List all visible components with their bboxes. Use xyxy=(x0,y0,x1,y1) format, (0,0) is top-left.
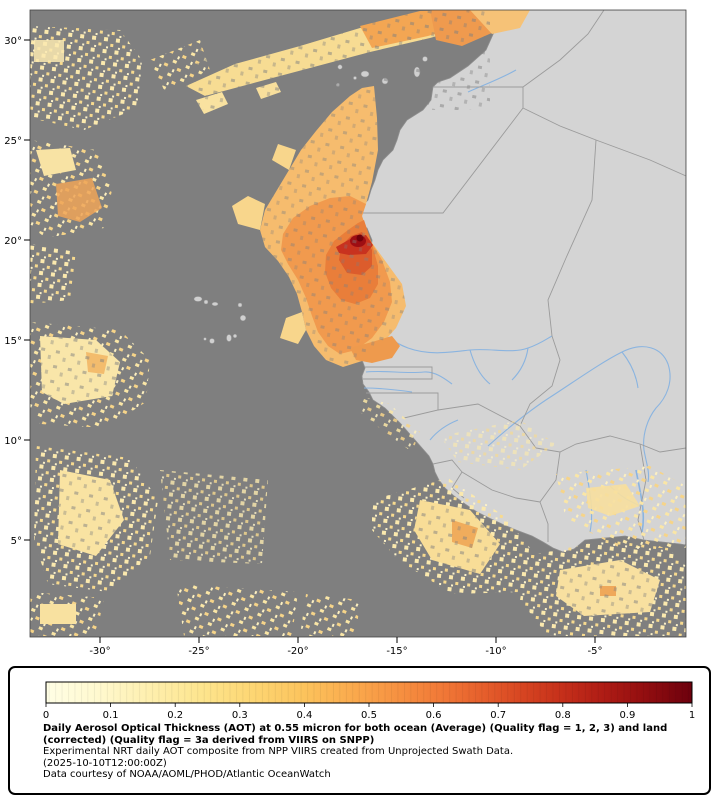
aot-map: 30° 25° 20° 15° 10° 5° -30° -25° -20° -1… xyxy=(4,9,687,657)
border-line xyxy=(522,10,605,88)
aerosol-speckle-region xyxy=(272,144,296,170)
aerosol-speckle-region xyxy=(56,178,102,222)
lon-tick-label: -5° xyxy=(588,646,603,657)
colorbar-tick-labels: 0 0.1 0.2 0.3 0.4 0.5 0.6 0.7 0.8 0.9 1 xyxy=(43,710,695,721)
caption-title: Daily Aerosol Optical Thickness (AOT) at… xyxy=(43,723,668,746)
border-line xyxy=(522,107,597,141)
lat-tick-label: 30° xyxy=(4,36,22,47)
aerosol-data-gaps xyxy=(40,336,120,404)
lat-tick-label: 5° xyxy=(11,536,22,547)
longitude-axis: -30° -25° -20° -15° -10° -5° xyxy=(89,637,602,657)
lat-tick-label: 25° xyxy=(4,136,22,147)
cape-verde-island xyxy=(209,338,215,344)
cape-verde-island xyxy=(203,337,207,341)
aerosol-speckle-region xyxy=(30,244,76,304)
aerosol-overlay xyxy=(30,10,686,636)
aerosol-data-gaps xyxy=(556,560,660,616)
colorbar-tick-label: 0.7 xyxy=(490,710,506,721)
colorbar-ticks xyxy=(45,703,693,707)
lon-tick-label: -25° xyxy=(188,646,209,657)
colorbar-tick-label: 1 xyxy=(689,710,695,721)
gambia-river xyxy=(365,370,453,385)
aerosol-speckle-region xyxy=(232,196,265,230)
aerosol-data-gaps xyxy=(260,86,406,367)
caption-credit: Data courtesy of NOAA/AOML/PHOD/Atlantic… xyxy=(43,769,331,780)
aerosol-speckle-region xyxy=(34,40,64,62)
river-tributary xyxy=(429,419,459,441)
aerosol-data-gaps xyxy=(414,500,500,574)
aerosol-speckle-region xyxy=(160,470,268,564)
lon-tick-label: -10° xyxy=(485,646,506,657)
border-line xyxy=(357,87,524,214)
cape-verde-island xyxy=(237,302,243,308)
lat-tick-label: 20° xyxy=(4,236,22,247)
aerosol-data-gaps xyxy=(180,10,490,110)
colorbar: 0 0.1 0.2 0.3 0.4 0.5 0.6 0.7 0.8 0.9 1 xyxy=(43,681,695,721)
colorbar-segments xyxy=(46,682,692,703)
colorbar-tick-label: 0.5 xyxy=(361,710,377,721)
cape-verde-island xyxy=(211,301,219,307)
caption-timestamp: (2025-10-10T12:00:00Z) xyxy=(43,757,167,769)
cape-verde-island xyxy=(226,334,232,342)
border-line xyxy=(363,366,433,380)
river-tributary xyxy=(469,349,491,385)
niger-river xyxy=(487,346,671,483)
colorbar-tick-label: 0.2 xyxy=(167,710,183,721)
colorbar-tick-label: 0.9 xyxy=(619,710,635,721)
lon-tick-label: -30° xyxy=(89,646,110,657)
aerosol-speckle-region xyxy=(360,396,420,452)
river-tributary xyxy=(511,347,529,381)
aerosol-speckle-region xyxy=(586,484,640,516)
aerosol-speckle-region xyxy=(36,148,76,176)
aerosol-speckle-region xyxy=(280,312,306,344)
lat-tick-label: 15° xyxy=(4,336,22,347)
plot-frame xyxy=(29,9,687,638)
lon-tick-label: -20° xyxy=(287,646,308,657)
aerosol-data-gaps xyxy=(58,470,124,556)
latitude-axis: 30° 25° 20° 15° 10° 5° xyxy=(4,36,30,547)
cape-verde-island xyxy=(239,314,247,322)
colorbar-tick-label: 0.4 xyxy=(296,710,312,721)
lat-tick-label: 10° xyxy=(4,436,22,447)
aerosol-speckle-region xyxy=(176,584,298,636)
aerosol-speckle-region xyxy=(300,594,360,636)
colorbar-tick-label: 0.1 xyxy=(103,710,119,721)
river-tributary xyxy=(621,351,639,389)
caption-block: Daily Aerosol Optical Thickness (AOT) at… xyxy=(43,723,695,781)
legend-panel: 0 0.1 0.2 0.3 0.4 0.5 0.6 0.7 0.8 0.9 1 … xyxy=(8,666,711,795)
colorbar-tick-label: 0.8 xyxy=(555,710,571,721)
cape-verde-island xyxy=(232,333,238,339)
cape-verde-island xyxy=(203,299,209,305)
border-line xyxy=(595,139,686,177)
caption-description: Experimental NRT daily AOT composite fro… xyxy=(43,746,514,757)
border-line xyxy=(437,403,521,427)
border-line xyxy=(547,139,597,337)
border-line xyxy=(366,392,439,419)
border-line xyxy=(639,443,686,453)
lon-tick-label: -15° xyxy=(386,646,407,657)
aerosol-speckle-region xyxy=(40,604,76,624)
colorbar-tick-label: 0.3 xyxy=(232,710,248,721)
casamance-river xyxy=(363,387,413,393)
aerosol-speckle-region xyxy=(440,420,556,470)
border-line xyxy=(461,471,541,503)
border-line xyxy=(535,435,641,453)
cape-verde-island xyxy=(193,296,203,302)
colorbar-tick-label: 0 xyxy=(43,710,49,721)
colorbar-tick-label: 0.6 xyxy=(426,710,442,721)
